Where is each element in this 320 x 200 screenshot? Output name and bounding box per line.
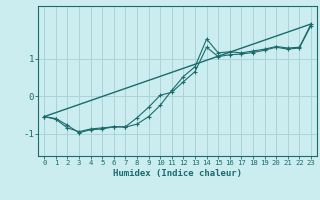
X-axis label: Humidex (Indice chaleur): Humidex (Indice chaleur)	[113, 169, 242, 178]
